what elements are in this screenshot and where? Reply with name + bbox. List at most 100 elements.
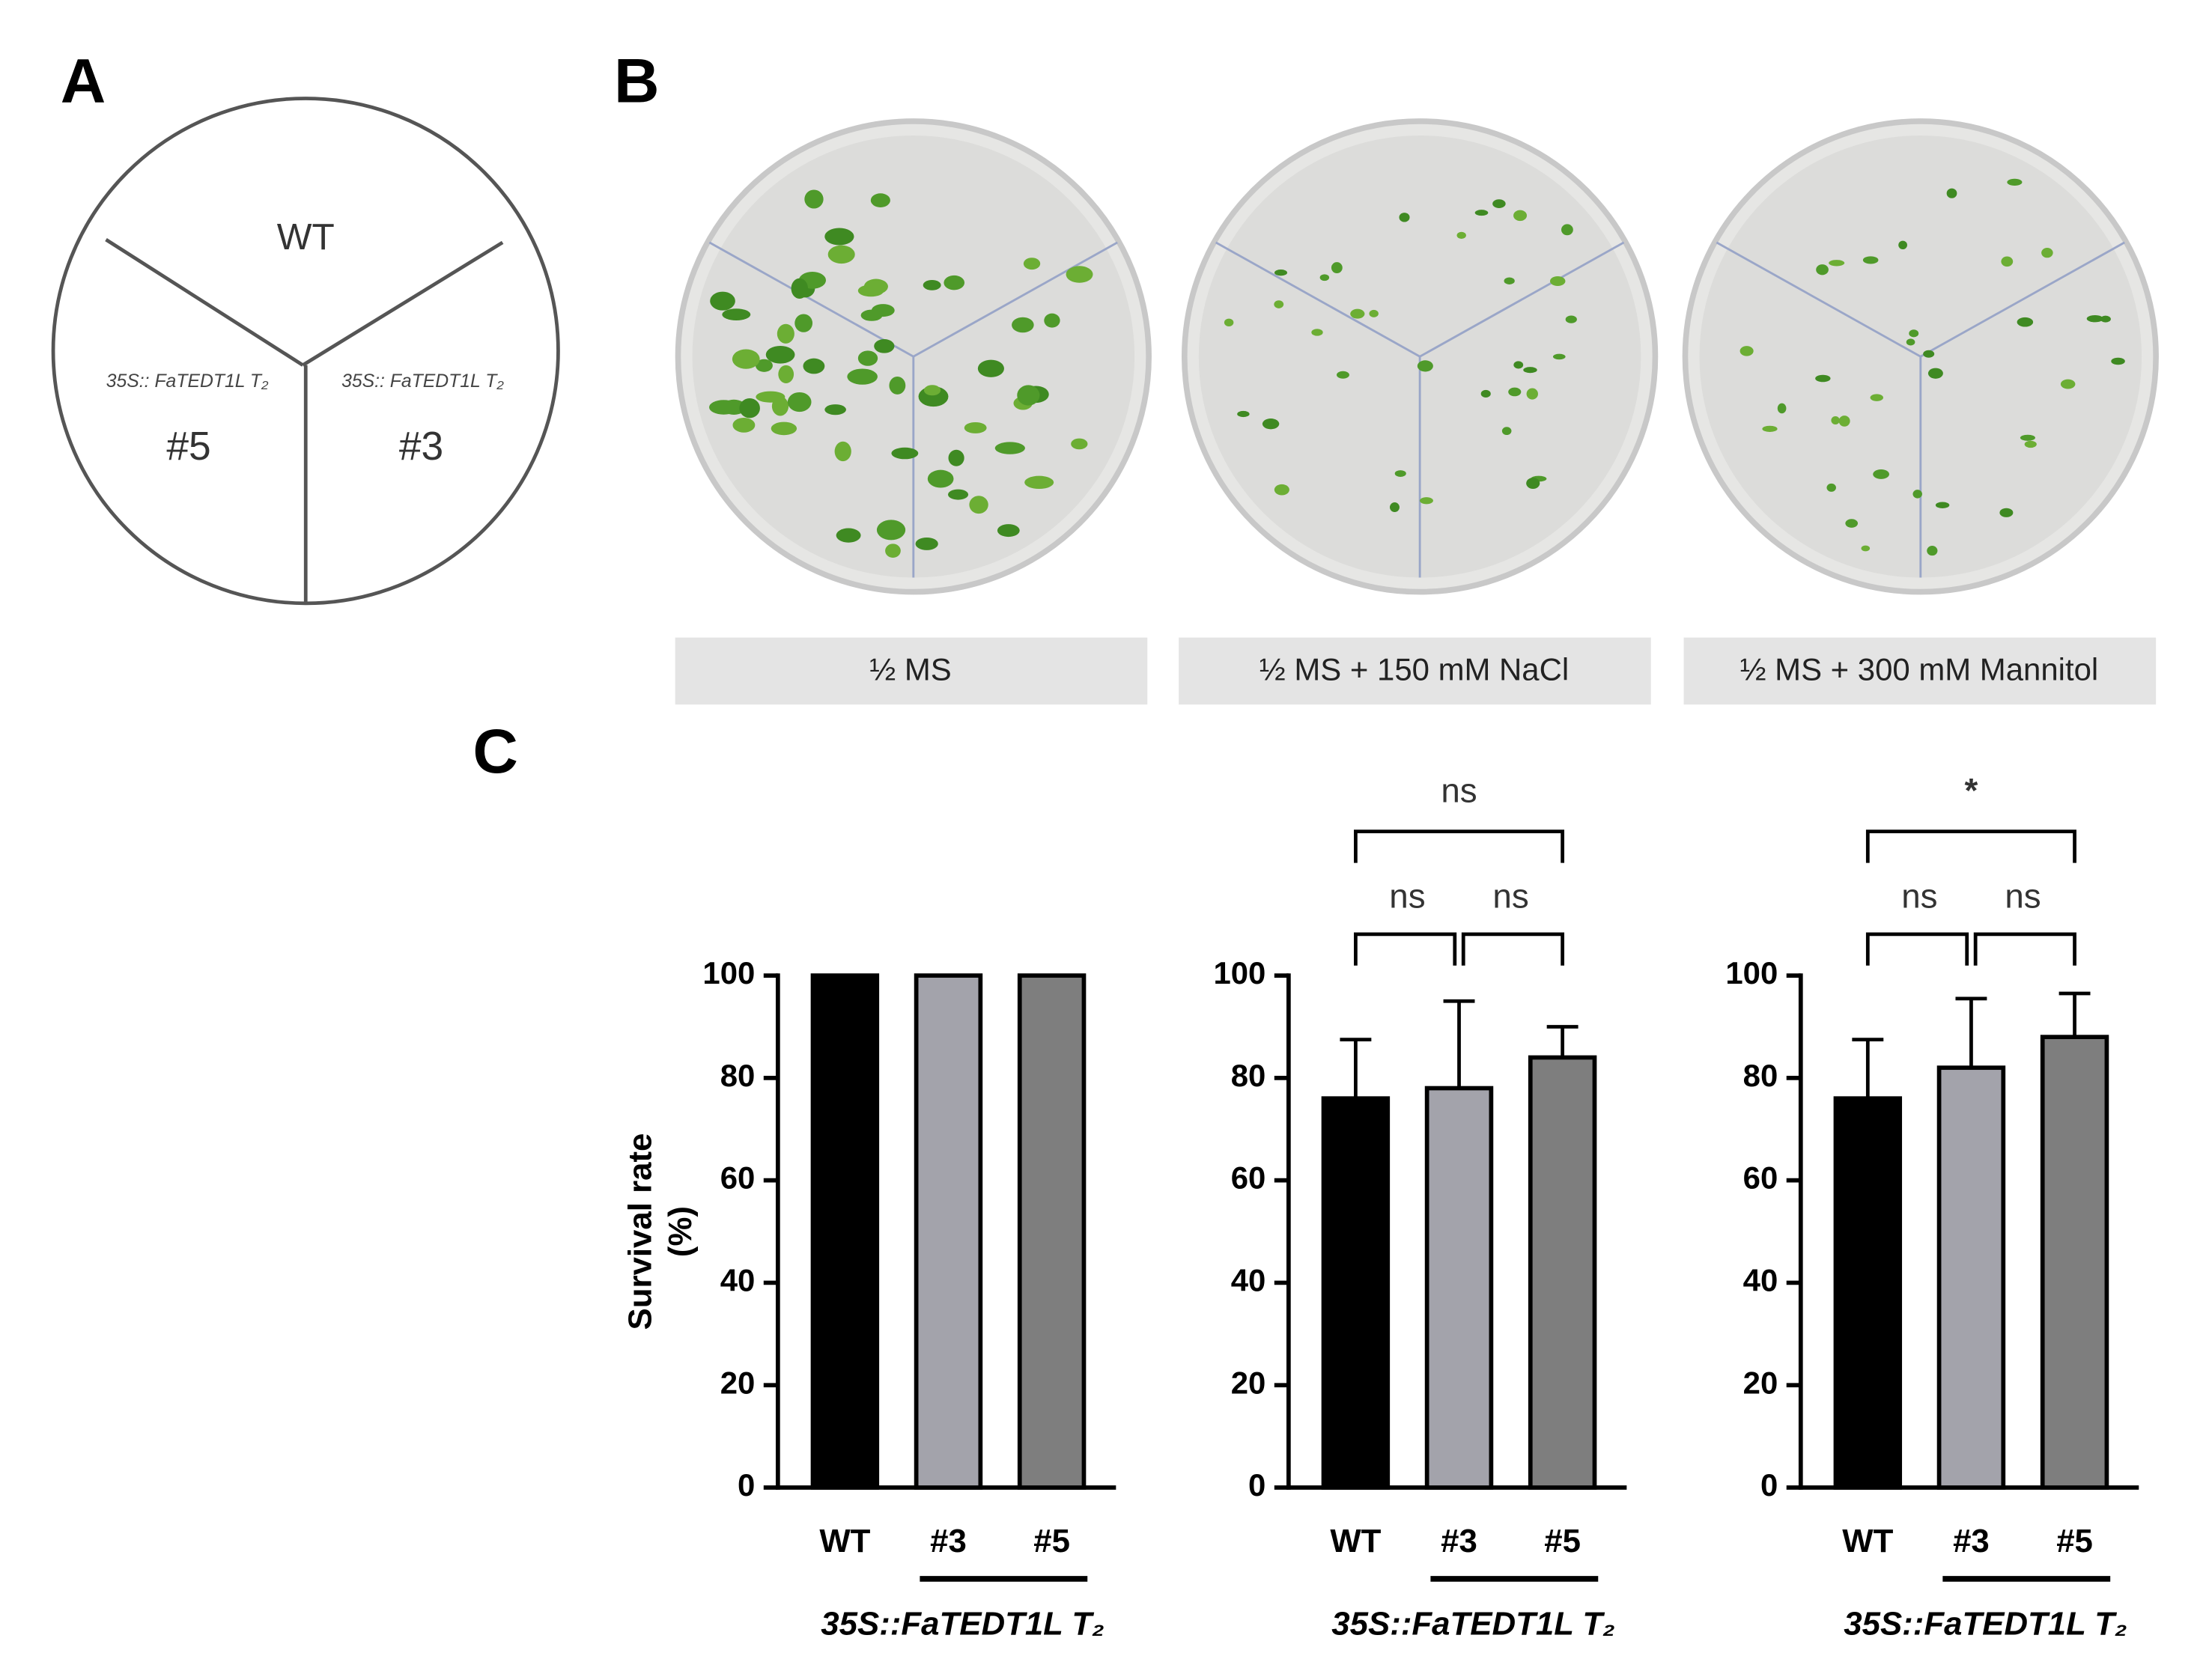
seedling (1523, 367, 1537, 374)
seedling (885, 544, 901, 558)
seedling (891, 447, 919, 460)
seedling (1262, 418, 1280, 430)
bar (1833, 1096, 1903, 1490)
seedling (1739, 346, 1754, 356)
seedling (1927, 546, 1938, 556)
seedling (923, 279, 941, 290)
significance-label: ns (1441, 771, 1477, 809)
seedling (2001, 256, 2014, 267)
seedling (876, 520, 906, 541)
x-tick-label: #3 (1441, 1523, 1477, 1559)
plate-divider (708, 241, 914, 358)
seedling (1862, 256, 1879, 264)
seedling (1044, 313, 1060, 328)
condition-label: ½ MS + 150 mM NaCl (1260, 651, 1569, 687)
y-tick-label: 60 (1743, 1160, 1778, 1196)
seedling (1762, 425, 1778, 432)
seedling (977, 359, 1004, 377)
seedling (1935, 502, 1950, 508)
significance-bracket (1865, 829, 2076, 863)
plate-divider (1716, 241, 1921, 358)
y-tick-label: 60 (720, 1160, 756, 1196)
seedling (1237, 410, 1250, 418)
seedling (804, 189, 824, 209)
significance-bracket (1865, 932, 1969, 966)
seedling (1417, 360, 1433, 372)
x-tick-label: WT (819, 1523, 870, 1559)
seedling (1906, 338, 1915, 346)
seedling (710, 291, 735, 311)
seedling (1861, 545, 1871, 552)
seedling (1350, 308, 1365, 319)
seedling (1336, 371, 1349, 379)
diagram-label: WT (277, 216, 335, 258)
bar (1936, 1065, 2006, 1490)
seedling (1552, 353, 1566, 360)
seedling (1845, 519, 1859, 528)
condition-label: ½ MS (869, 651, 951, 687)
seedling (2017, 317, 2034, 327)
y-tick-label: 40 (1231, 1263, 1266, 1298)
seedling (1480, 389, 1491, 398)
seedling (874, 339, 895, 353)
seedling (857, 284, 884, 297)
seedling (927, 469, 954, 488)
significance-label: ns (2005, 877, 2041, 915)
seedling (1923, 350, 1935, 358)
y-tick-label: 20 (720, 1365, 756, 1400)
seedling (1831, 415, 1840, 425)
seedling (948, 489, 969, 500)
seedling (755, 359, 773, 372)
bar (1528, 1055, 1597, 1490)
seedling (1870, 394, 1883, 401)
bar (914, 973, 983, 1490)
x-tick-label: WT (1330, 1523, 1381, 1559)
significance-label: * (1965, 771, 1978, 809)
seedling (1927, 368, 1943, 379)
y-tick-label: 80 (1743, 1058, 1778, 1093)
condition-box (1179, 637, 1651, 705)
seedling (2111, 357, 2125, 365)
x-tick-label: #3 (1953, 1523, 1990, 1559)
seedling (889, 377, 906, 395)
seedling (1526, 478, 1540, 490)
y-tick-label: 20 (1231, 1365, 1266, 1400)
seedling (722, 308, 751, 320)
y-tick-label: 40 (720, 1263, 756, 1298)
seedling (1999, 508, 2014, 517)
seedling (2020, 434, 2035, 441)
seedling (836, 528, 861, 543)
seedling (1565, 315, 1577, 323)
seedling (1399, 213, 1410, 222)
plate-divider (1215, 241, 1421, 358)
seedling (1513, 210, 1528, 222)
seedling (1456, 231, 1466, 239)
seedling (1838, 415, 1850, 427)
plate-divider (1419, 241, 1625, 358)
y-tick-label: 0 (1248, 1467, 1265, 1503)
bar (810, 973, 880, 1490)
seedling (1829, 260, 1845, 267)
condition-box (675, 637, 1148, 705)
seedling (915, 537, 938, 550)
seedling (1526, 388, 1538, 400)
condition-label: ½ MS + 300 mM Mannitol (1740, 651, 2099, 687)
significance-label: ns (1389, 877, 1425, 915)
y-tick-label: 0 (738, 1467, 755, 1503)
x-tick-label: #3 (930, 1523, 967, 1559)
seedling (777, 323, 794, 344)
seedling (824, 404, 846, 415)
seedling (1369, 309, 1379, 317)
y-axis-label: Survival rate (622, 1133, 658, 1330)
seedling (847, 368, 878, 385)
seedling (1311, 329, 1323, 336)
seedling (1912, 490, 1922, 499)
seedling (964, 421, 987, 433)
seedling (1274, 270, 1288, 276)
seedling (1815, 374, 1831, 383)
seedling (756, 391, 786, 403)
seedling (1331, 262, 1343, 273)
bar (1424, 1086, 1494, 1490)
seedling (1946, 188, 1957, 198)
